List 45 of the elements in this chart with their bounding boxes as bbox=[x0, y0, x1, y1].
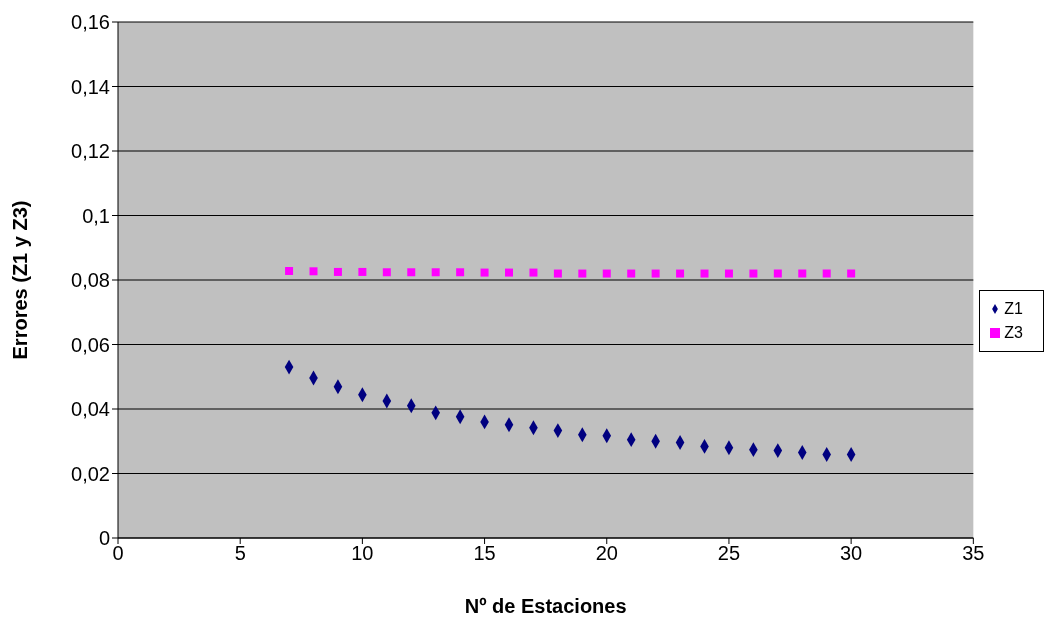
y-tick-label: 0,12 bbox=[71, 140, 110, 163]
y-tick-label: 0 bbox=[98, 527, 110, 550]
x-tick-label: 5 bbox=[234, 542, 246, 565]
point bbox=[676, 269, 685, 278]
x-tick-label: 30 bbox=[840, 542, 863, 565]
legend-label: Z1 bbox=[1004, 299, 1023, 317]
y-tick-label: 0,08 bbox=[71, 269, 110, 292]
legend-label: Z3 bbox=[1004, 323, 1023, 341]
point bbox=[553, 269, 562, 278]
x-tick-label: 25 bbox=[717, 542, 741, 565]
point bbox=[309, 267, 318, 276]
point bbox=[700, 269, 709, 278]
point bbox=[822, 269, 831, 278]
y-tick-label: 0,04 bbox=[71, 398, 110, 421]
point bbox=[382, 268, 391, 277]
point bbox=[651, 269, 660, 278]
point bbox=[578, 269, 587, 278]
y-tick-label: 0,02 bbox=[71, 462, 110, 485]
point bbox=[431, 268, 440, 277]
y-tick-label: 0,1 bbox=[82, 204, 110, 227]
point bbox=[773, 269, 782, 278]
point bbox=[749, 269, 758, 278]
point bbox=[798, 269, 807, 278]
point bbox=[285, 266, 294, 275]
x-tick-label: 0 bbox=[112, 542, 124, 565]
point bbox=[847, 269, 856, 278]
point bbox=[505, 268, 514, 277]
x-tick-label: 35 bbox=[962, 542, 985, 565]
point bbox=[358, 267, 367, 276]
point bbox=[529, 268, 538, 277]
y-axis-title: Errores (Z1 y Z3) bbox=[9, 200, 32, 360]
point bbox=[627, 269, 636, 278]
x-tick-label: 15 bbox=[473, 542, 496, 565]
y-tick-label: 0,14 bbox=[71, 75, 110, 98]
y-tick-label: 0,06 bbox=[71, 333, 110, 356]
x-tick-label: 20 bbox=[595, 542, 618, 565]
x-axis-title: Nº de Estaciones bbox=[464, 595, 627, 617]
y-tick-label: 0,16 bbox=[71, 11, 110, 34]
point bbox=[407, 268, 416, 277]
point bbox=[602, 269, 611, 278]
point bbox=[724, 269, 733, 278]
x-tick-label: 10 bbox=[351, 542, 374, 565]
point bbox=[480, 268, 489, 277]
point bbox=[456, 268, 465, 277]
point bbox=[333, 267, 342, 276]
